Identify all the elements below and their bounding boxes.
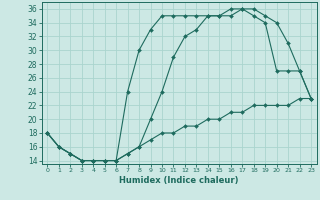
X-axis label: Humidex (Indice chaleur): Humidex (Indice chaleur)	[119, 176, 239, 185]
